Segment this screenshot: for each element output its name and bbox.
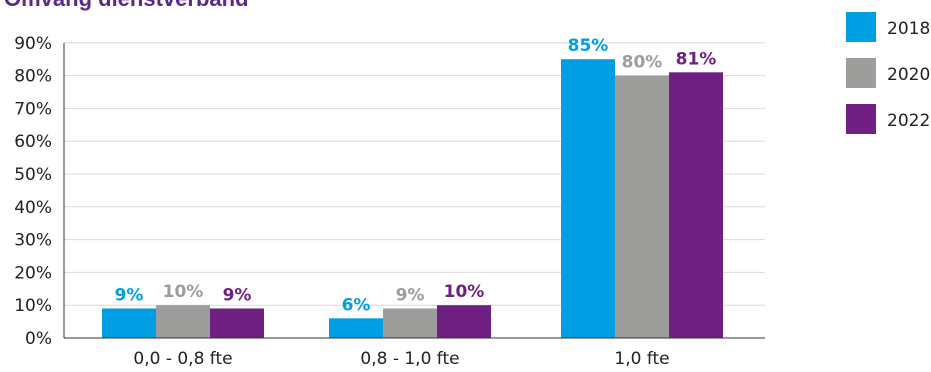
data-labels: 9% 10% 9% 6% 9% 10% 85% 80% 81%	[115, 36, 717, 315]
data-label: 6%	[342, 295, 371, 315]
bar	[561, 59, 615, 338]
bar	[669, 72, 723, 338]
gridlines	[64, 42, 765, 306]
bar	[329, 318, 383, 338]
legend: 2018 2020 2022	[846, 12, 930, 134]
data-label: 10%	[163, 282, 204, 302]
bar	[102, 308, 156, 338]
data-label: 80%	[622, 53, 663, 73]
bar	[156, 305, 210, 338]
legend-label: 2022	[887, 111, 930, 131]
legend-label: 2018	[887, 19, 930, 39]
y-tick-label: 70%	[14, 99, 52, 119]
data-label: 81%	[676, 49, 717, 69]
bar	[615, 75, 669, 338]
y-tick-label: 10%	[14, 296, 52, 316]
y-tick-label: 80%	[14, 67, 52, 87]
y-tick-label: 60%	[14, 132, 52, 152]
data-label: 9%	[115, 285, 144, 305]
chart-title: Omvang dienstverband	[4, 0, 249, 11]
bar	[210, 308, 264, 338]
y-tick-label: 50%	[14, 165, 52, 185]
bar	[383, 308, 437, 338]
x-axis: 0,0 - 0,8 fte 0,8 - 1,0 fte 1,0 fte	[133, 349, 669, 369]
bars	[102, 59, 723, 338]
data-label: 85%	[568, 36, 609, 56]
data-label: 9%	[223, 285, 252, 305]
category-label: 1,0 fte	[614, 349, 669, 369]
legend-label: 2020	[887, 65, 930, 85]
legend-swatch	[846, 104, 876, 134]
legend-swatch	[846, 58, 876, 88]
category-label: 0,8 - 1,0 fte	[360, 349, 459, 369]
y-tick-label: 0%	[25, 329, 52, 349]
y-tick-label: 90%	[14, 34, 52, 54]
bar	[437, 305, 491, 338]
y-tick-label: 30%	[14, 231, 52, 251]
y-axis: 0% 10% 20% 30% 40% 50% 60% 70% 80% 90%	[14, 34, 765, 349]
data-label: 10%	[444, 282, 485, 302]
legend-swatch	[846, 12, 876, 42]
category-label: 0,0 - 0,8 fte	[133, 349, 232, 369]
y-tick-label: 20%	[14, 263, 52, 283]
y-tick-label: 40%	[14, 198, 52, 218]
data-label: 9%	[396, 285, 425, 305]
